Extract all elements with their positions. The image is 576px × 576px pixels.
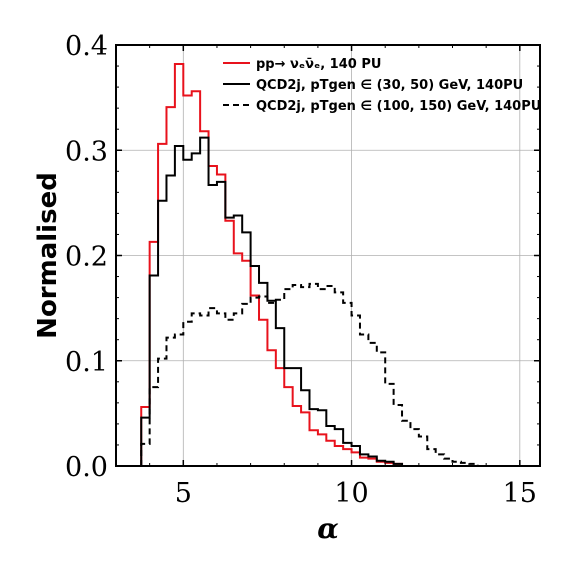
legend-label-3: QCD2j, pTgen ∈ (100, 150) GeV, 140PU — [256, 99, 541, 114]
legend-label-1: pp→ νₑν̄ₑ, 140 PU — [256, 57, 381, 72]
histogram-series-2 — [140, 136, 404, 466]
x-tick-label: 10 — [334, 478, 368, 509]
histogram-series-3 — [140, 282, 479, 466]
x-tick-label: 5 — [175, 478, 192, 509]
y-tick-label: 0.1 — [65, 347, 108, 378]
plot-area — [140, 62, 479, 466]
histogram-series-1 — [140, 62, 404, 466]
y-axis-label: Normalised — [33, 172, 63, 339]
y-tick-label: 0.2 — [65, 242, 108, 273]
legend-label-2: QCD2j, pTgen ∈ (30, 50) GeV, 140PU — [256, 78, 523, 93]
legend: pp→ νₑν̄ₑ, 140 PU QCD2j, pTgen ∈ (30, 50)… — [223, 57, 541, 114]
x-axis-label: α — [317, 512, 339, 545]
axis-ticks: 5 10 15 0.0 0.1 0.2 0.3 0.4 — [65, 31, 540, 509]
y-tick-label: 0.0 — [65, 452, 108, 483]
y-tick-label: 0.3 — [65, 136, 108, 167]
x-tick-label: 15 — [503, 478, 537, 509]
y-tick-label: 0.4 — [65, 31, 108, 62]
